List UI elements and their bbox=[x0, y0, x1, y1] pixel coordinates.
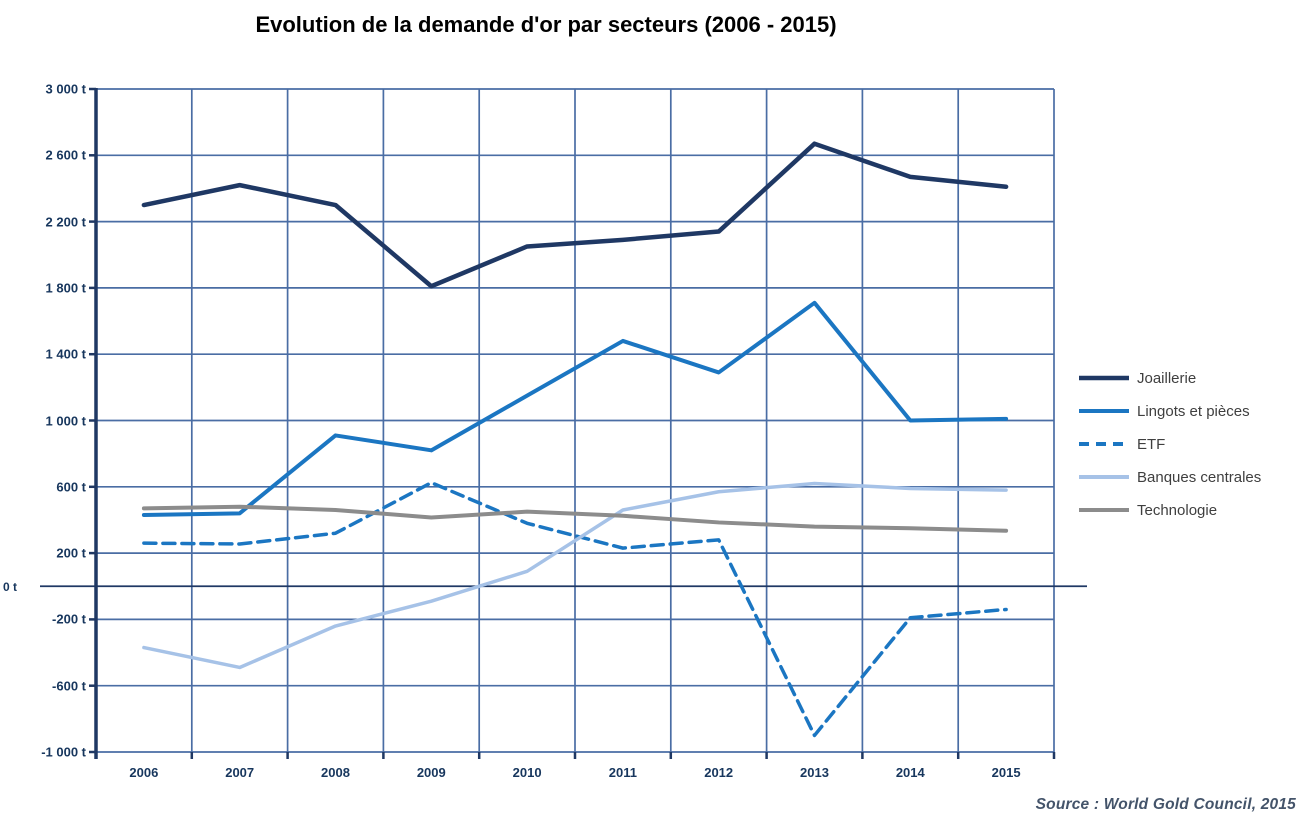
y-axis-label: 2 600 t bbox=[45, 147, 86, 163]
series-line-lingots-et-pi-ces bbox=[141, 300, 1009, 517]
x-axis-label: 2007 bbox=[225, 765, 255, 780]
series-line-joaillerie bbox=[141, 141, 1009, 289]
x-axis-label: 2011 bbox=[608, 765, 637, 780]
y-axis-label: 3 000 t bbox=[45, 81, 86, 97]
series-line-technologie bbox=[141, 504, 1009, 533]
legend-item-banques-centrales: Banques centrales bbox=[1078, 465, 1261, 489]
legend-label: ETF bbox=[1137, 435, 1166, 453]
y-axis-label: 1 800 t bbox=[45, 280, 86, 296]
legend-item-etf: ETF bbox=[1078, 432, 1165, 456]
legend-line-swatch bbox=[1079, 442, 1129, 446]
y-axis-label: 600 t bbox=[56, 479, 86, 495]
series-line-banques-centrales bbox=[142, 481, 1008, 670]
y-axis-label: 200 t bbox=[56, 545, 86, 561]
legend-label: Lingots et pièces bbox=[1137, 402, 1250, 420]
y-axis-label: -600 t bbox=[52, 678, 86, 694]
x-axis-label: 2006 bbox=[129, 765, 159, 780]
x-axis-label: 2009 bbox=[416, 765, 446, 780]
y-axis-label: 1 400 t bbox=[45, 346, 86, 362]
source-caption: Source : World Gold Council, 2015 bbox=[1035, 796, 1296, 813]
zero-axis-label: 0 t bbox=[3, 580, 18, 595]
y-axis-label: 2 200 t bbox=[45, 214, 86, 230]
legend-label: Banques centrales bbox=[1137, 468, 1262, 486]
x-axis-label: 2015 bbox=[991, 765, 1021, 780]
legend-line-swatch bbox=[1079, 508, 1129, 512]
x-axis-label: 2008 bbox=[321, 765, 350, 780]
x-axis-label: 2014 bbox=[895, 765, 925, 780]
legend-line-swatch bbox=[1079, 375, 1129, 381]
legend-label: Technologie bbox=[1137, 501, 1218, 519]
y-axis-label: -200 t bbox=[52, 611, 86, 627]
x-axis-label: 2010 bbox=[512, 765, 542, 780]
legend-item-joaillerie: Joaillerie bbox=[1078, 366, 1196, 390]
legend-line-swatch bbox=[1079, 475, 1129, 479]
y-axis-label: 1 000 t bbox=[45, 413, 86, 428]
series-line-etf bbox=[142, 480, 1008, 738]
chart-title: Evolution de la demande d'or par secteur… bbox=[255, 12, 837, 37]
legend-item-technologie: Technologie bbox=[1078, 498, 1217, 522]
legend-item-lingots-et-pi-ces: Lingots et pièces bbox=[1078, 399, 1250, 423]
x-axis-label: 2012 bbox=[704, 765, 734, 780]
x-axis-label: 2013 bbox=[800, 765, 829, 780]
y-axis-label: -1 000 t bbox=[41, 744, 86, 760]
legend-line-swatch bbox=[1079, 409, 1129, 413]
legend-label: Joaillerie bbox=[1137, 369, 1197, 387]
